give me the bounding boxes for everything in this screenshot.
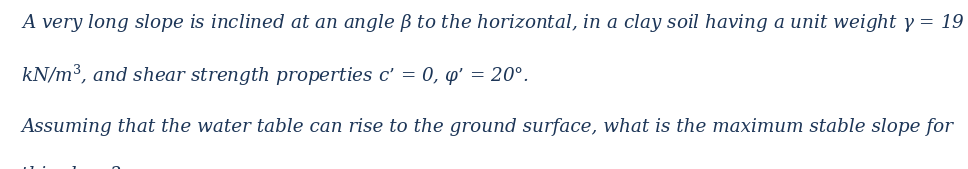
Text: this slope?: this slope?: [21, 166, 121, 169]
Text: A very long slope is inclined at an angle $\beta$ to the horizontal, in a clay s: A very long slope is inclined at an angl…: [21, 12, 965, 34]
Text: Assuming that the water table can rise to the ground surface, what is the maximu: Assuming that the water table can rise t…: [21, 118, 953, 136]
Text: kN/m$^3$, and shear strength properties $c$’ = 0, $\varphi$’ = 20°.: kN/m$^3$, and shear strength properties …: [21, 63, 529, 88]
